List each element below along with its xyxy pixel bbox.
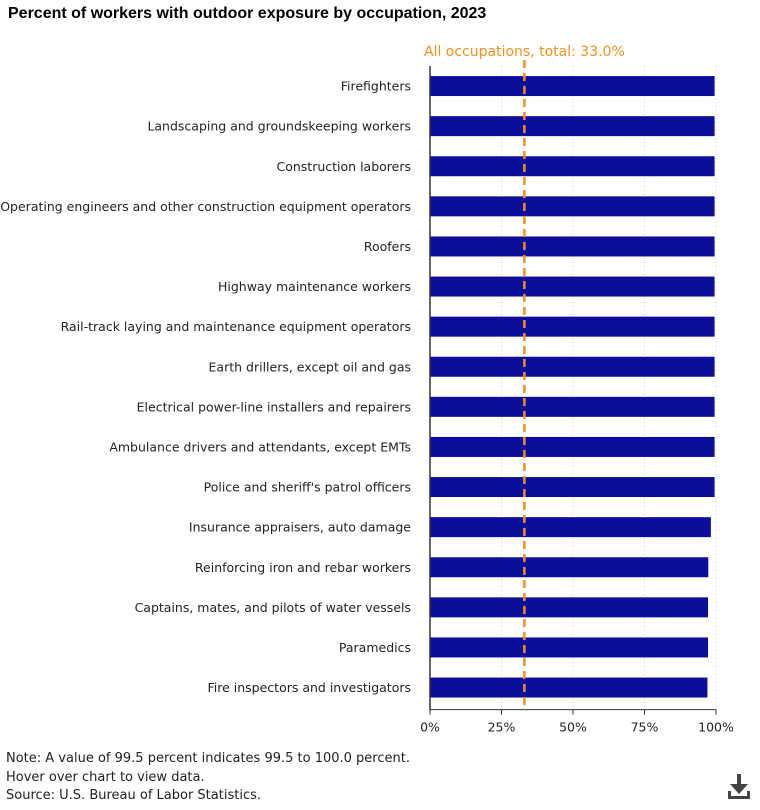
bar[interactable]	[430, 76, 715, 97]
category-label: Electrical power-line installers and rep…	[137, 399, 411, 414]
bars[interactable]	[430, 76, 715, 698]
x-tick-label: 75%	[631, 720, 659, 735]
category-label: Police and sheriff's patrol officers	[204, 480, 411, 495]
bar[interactable]	[430, 677, 708, 698]
category-label: Captains, mates, and pilots of water ves…	[135, 600, 411, 615]
category-label: Operating engineers and other constructi…	[0, 199, 411, 214]
category-label: Landscaping and groundskeeping workers	[147, 119, 411, 134]
category-label: Earth drillers, except oil and gas	[209, 359, 411, 374]
hover-hint: Hover over chart to view data.	[6, 769, 205, 785]
category-label: Reinforcing iron and rebar workers	[195, 560, 411, 575]
category-label: Ambulance drivers and attendants, except…	[109, 439, 411, 454]
bar[interactable]	[430, 396, 715, 417]
note-text: Note: A value of 99.5 percent indicates …	[6, 751, 410, 766]
bar[interactable]	[430, 276, 715, 297]
bar[interactable]	[430, 436, 715, 457]
reference-line-label: All occupations, total: 33.0%	[424, 44, 625, 60]
bar[interactable]	[430, 156, 715, 177]
category-label: Rail-track laying and maintenance equipm…	[61, 319, 411, 334]
bar[interactable]	[430, 557, 709, 578]
source-text: Source: U.S. Bureau of Labor Statistics.	[6, 788, 261, 803]
axes: 0% 25% 50% 75% 100%	[420, 66, 734, 735]
chart-notes: Note: A value of 99.5 percent indicates …	[6, 750, 410, 806]
bar[interactable]	[430, 597, 708, 618]
category-label: Roofers	[364, 239, 411, 254]
bar[interactable]	[430, 316, 715, 337]
category-label: Insurance appraisers, auto damage	[189, 520, 411, 535]
reference-line-group: All occupations, total: 33.0%	[424, 44, 625, 710]
x-tick-label: 0%	[420, 720, 440, 735]
chart-title: Percent of workers with outdoor exposure…	[8, 5, 487, 22]
bar[interactable]	[430, 637, 708, 658]
bar[interactable]	[430, 196, 715, 217]
bar[interactable]	[430, 116, 715, 137]
bar[interactable]	[430, 356, 715, 377]
category-label: Construction laborers	[277, 159, 412, 174]
category-label: Paramedics	[339, 640, 411, 655]
x-tick-label: 25%	[488, 720, 516, 735]
bar-chart[interactable]: Firefighters Landscaping and groundskeepi…	[0, 0, 760, 745]
download-icon[interactable]	[726, 772, 752, 802]
x-tick-label: 100%	[698, 720, 734, 735]
category-label: Fire inspectors and investigators	[207, 680, 411, 695]
download-icon-glyph	[728, 774, 750, 799]
bar[interactable]	[430, 517, 711, 538]
category-labels: Firefighters Landscaping and groundskeepi…	[0, 79, 412, 695]
bar[interactable]	[430, 236, 715, 257]
bar[interactable]	[430, 477, 715, 498]
category-label: Firefighters	[341, 79, 411, 94]
category-label: Highway maintenance workers	[218, 279, 411, 294]
x-tick-label: 50%	[559, 720, 587, 735]
